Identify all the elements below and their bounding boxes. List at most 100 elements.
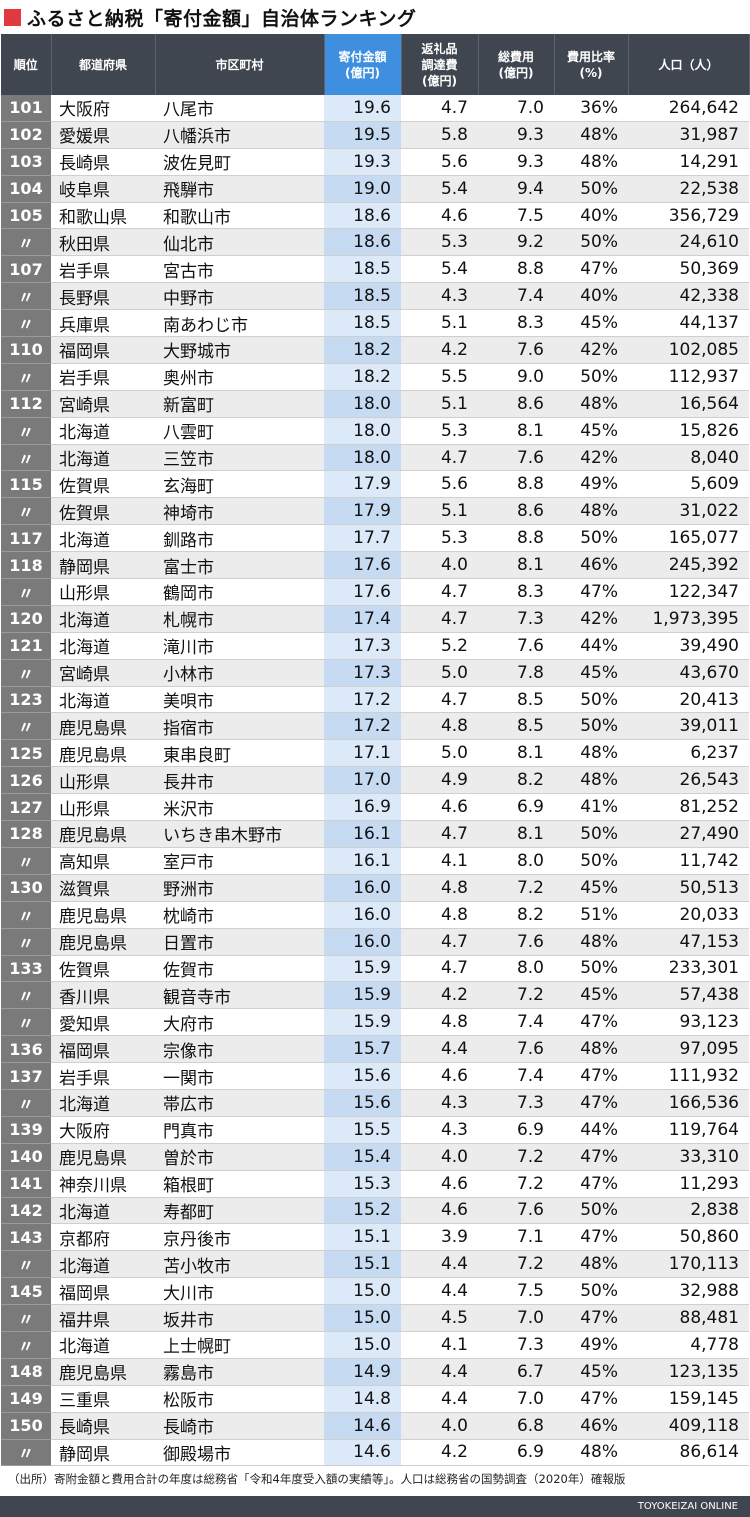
donation-cell: 17.9 xyxy=(324,497,401,526)
total-cost-cell: 8.8 xyxy=(478,524,554,553)
prefecture-cell: 佐賀県 xyxy=(51,955,155,983)
population-cell: 50,513 xyxy=(628,874,749,902)
prefecture-cell: 岩手県 xyxy=(51,363,155,391)
cost-ratio-cell: 36% xyxy=(554,95,628,122)
prefecture-cell: 長野県 xyxy=(51,282,155,311)
municipality-cell: 滝川市 xyxy=(155,632,324,660)
rank-cell: 107 xyxy=(1,255,51,284)
gift-cost-cell: 4.0 xyxy=(401,551,478,580)
rank-cell: 130 xyxy=(1,874,51,902)
cost-ratio-cell: 47% xyxy=(554,1304,628,1332)
cost-ratio-cell: 50% xyxy=(554,524,628,553)
prefecture-cell: 北海道 xyxy=(51,417,155,445)
donation-cell: 15.1 xyxy=(324,1250,401,1279)
header-ratio-line2: (%) xyxy=(579,65,603,80)
cost-ratio-cell: 47% xyxy=(554,255,628,284)
table-row: 128 鹿児島県 いちき串木野市 16.1 4.7 8.1 50% 27,490 xyxy=(1,820,749,848)
rank-cell: 140 xyxy=(1,1143,51,1171)
rank-cell: 126 xyxy=(1,766,51,795)
donation-cell: 16.1 xyxy=(324,847,401,875)
municipality-cell: 指宿市 xyxy=(155,712,324,741)
rank-cell: 148 xyxy=(1,1358,51,1386)
municipality-cell: 宮古市 xyxy=(155,255,324,284)
cost-ratio-cell: 50% xyxy=(554,175,628,203)
donation-cell: 15.5 xyxy=(324,1116,401,1144)
gift-cost-cell: 5.0 xyxy=(401,659,478,687)
header-ratio-line1: 費用比率 xyxy=(566,49,615,64)
total-cost-cell: 9.3 xyxy=(478,148,554,176)
table-row: 〃佐賀県 神埼市 17.9 5.1 8.6 48% 31,022 xyxy=(1,497,749,526)
municipality-cell: 寿都町 xyxy=(155,1197,324,1225)
municipality-cell: いちき串木野市 xyxy=(155,820,324,848)
donation-cell: 15.9 xyxy=(324,955,401,983)
total-cost-cell: 7.0 xyxy=(478,1304,554,1332)
municipality-cell: 飛騨市 xyxy=(155,175,324,203)
prefecture-cell: 高知県 xyxy=(51,847,155,875)
prefecture-cell: 香川県 xyxy=(51,981,155,1010)
cost-ratio-cell: 48% xyxy=(554,1439,628,1467)
header-gift-line2: 調達費 xyxy=(421,57,458,72)
table-row: 145 福岡県 大川市 15.0 4.4 7.5 50% 32,988 xyxy=(1,1277,749,1306)
header-city: 市区町村 xyxy=(155,34,325,95)
rank-cell: 102 xyxy=(1,121,51,149)
municipality-cell: 枕崎市 xyxy=(155,901,324,929)
donation-cell: 17.7 xyxy=(324,524,401,553)
population-cell: 81,252 xyxy=(628,793,749,822)
population-cell: 47,153 xyxy=(628,928,749,956)
population-cell: 8,040 xyxy=(628,444,749,472)
prefecture-cell: 鹿児島県 xyxy=(51,901,155,929)
table-row: 〃秋田県 仙北市 18.6 5.3 9.2 50% 24,610 xyxy=(1,228,749,257)
table-row: 〃岩手県 奥州市 18.2 5.5 9.0 50% 112,937 xyxy=(1,363,749,391)
rank-cell: 〃 xyxy=(1,928,51,956)
rank-cell: 149 xyxy=(1,1385,51,1413)
cost-ratio-cell: 42% xyxy=(554,336,628,364)
prefecture-cell: 福岡県 xyxy=(51,336,155,364)
table-row: 149 三重県 松阪市 14.8 4.4 7.0 47% 159,145 xyxy=(1,1385,749,1413)
municipality-cell: 御殿場市 xyxy=(155,1439,324,1467)
donation-cell: 18.5 xyxy=(324,309,401,338)
table-row: 〃長野県 中野市 18.5 4.3 7.4 40% 42,338 xyxy=(1,282,749,311)
rank-cell: 〃 xyxy=(1,228,51,257)
table-row: 127 山形県 米沢市 16.9 4.6 6.9 41% 81,252 xyxy=(1,793,749,822)
prefecture-cell: 愛媛県 xyxy=(51,121,155,149)
population-cell: 86,614 xyxy=(628,1439,749,1467)
total-cost-cell: 7.6 xyxy=(478,1035,554,1064)
municipality-cell: 札幌市 xyxy=(155,605,324,633)
donation-cell: 17.1 xyxy=(324,739,401,768)
gift-cost-cell: 4.6 xyxy=(401,202,478,230)
red-square-icon xyxy=(4,8,21,26)
donation-cell: 17.2 xyxy=(324,686,401,714)
total-cost-cell: 6.9 xyxy=(478,1439,554,1467)
population-cell: 22,538 xyxy=(628,175,749,203)
cost-ratio-cell: 45% xyxy=(554,1358,628,1386)
donation-cell: 18.5 xyxy=(324,255,401,284)
donation-cell: 19.6 xyxy=(324,95,401,122)
rank-cell: 123 xyxy=(1,686,51,714)
gift-cost-cell: 5.8 xyxy=(401,121,478,149)
population-cell: 165,077 xyxy=(628,524,749,553)
prefecture-cell: 宮崎県 xyxy=(51,659,155,687)
cost-ratio-cell: 45% xyxy=(554,981,628,1010)
rank-cell: 〃 xyxy=(1,901,51,929)
cost-ratio-cell: 46% xyxy=(554,1412,628,1440)
rank-cell: 〃 xyxy=(1,981,51,1010)
population-cell: 11,742 xyxy=(628,847,749,875)
total-cost-cell: 8.5 xyxy=(478,686,554,714)
prefecture-cell: 北海道 xyxy=(51,1089,155,1117)
cost-ratio-cell: 45% xyxy=(554,874,628,902)
donation-cell: 17.3 xyxy=(324,659,401,687)
donation-cell: 18.0 xyxy=(324,390,401,418)
population-cell: 26,543 xyxy=(628,766,749,795)
rank-cell: 120 xyxy=(1,605,51,633)
table-row: 130 滋賀県 野洲市 16.0 4.8 7.2 45% 50,513 xyxy=(1,874,749,902)
total-cost-cell: 8.6 xyxy=(478,390,554,418)
table-row: 〃静岡県 御殿場市 14.6 4.2 6.9 48% 86,614 xyxy=(1,1439,749,1467)
population-cell: 4,778 xyxy=(628,1331,749,1359)
gift-cost-cell: 5.6 xyxy=(401,470,478,499)
rank-cell: 136 xyxy=(1,1035,51,1064)
prefecture-cell: 岐阜県 xyxy=(51,175,155,203)
municipality-cell: 曽於市 xyxy=(155,1143,324,1171)
population-cell: 1,973,395 xyxy=(628,605,749,633)
prefecture-cell: 北海道 xyxy=(51,524,155,553)
donation-cell: 15.9 xyxy=(324,981,401,1010)
